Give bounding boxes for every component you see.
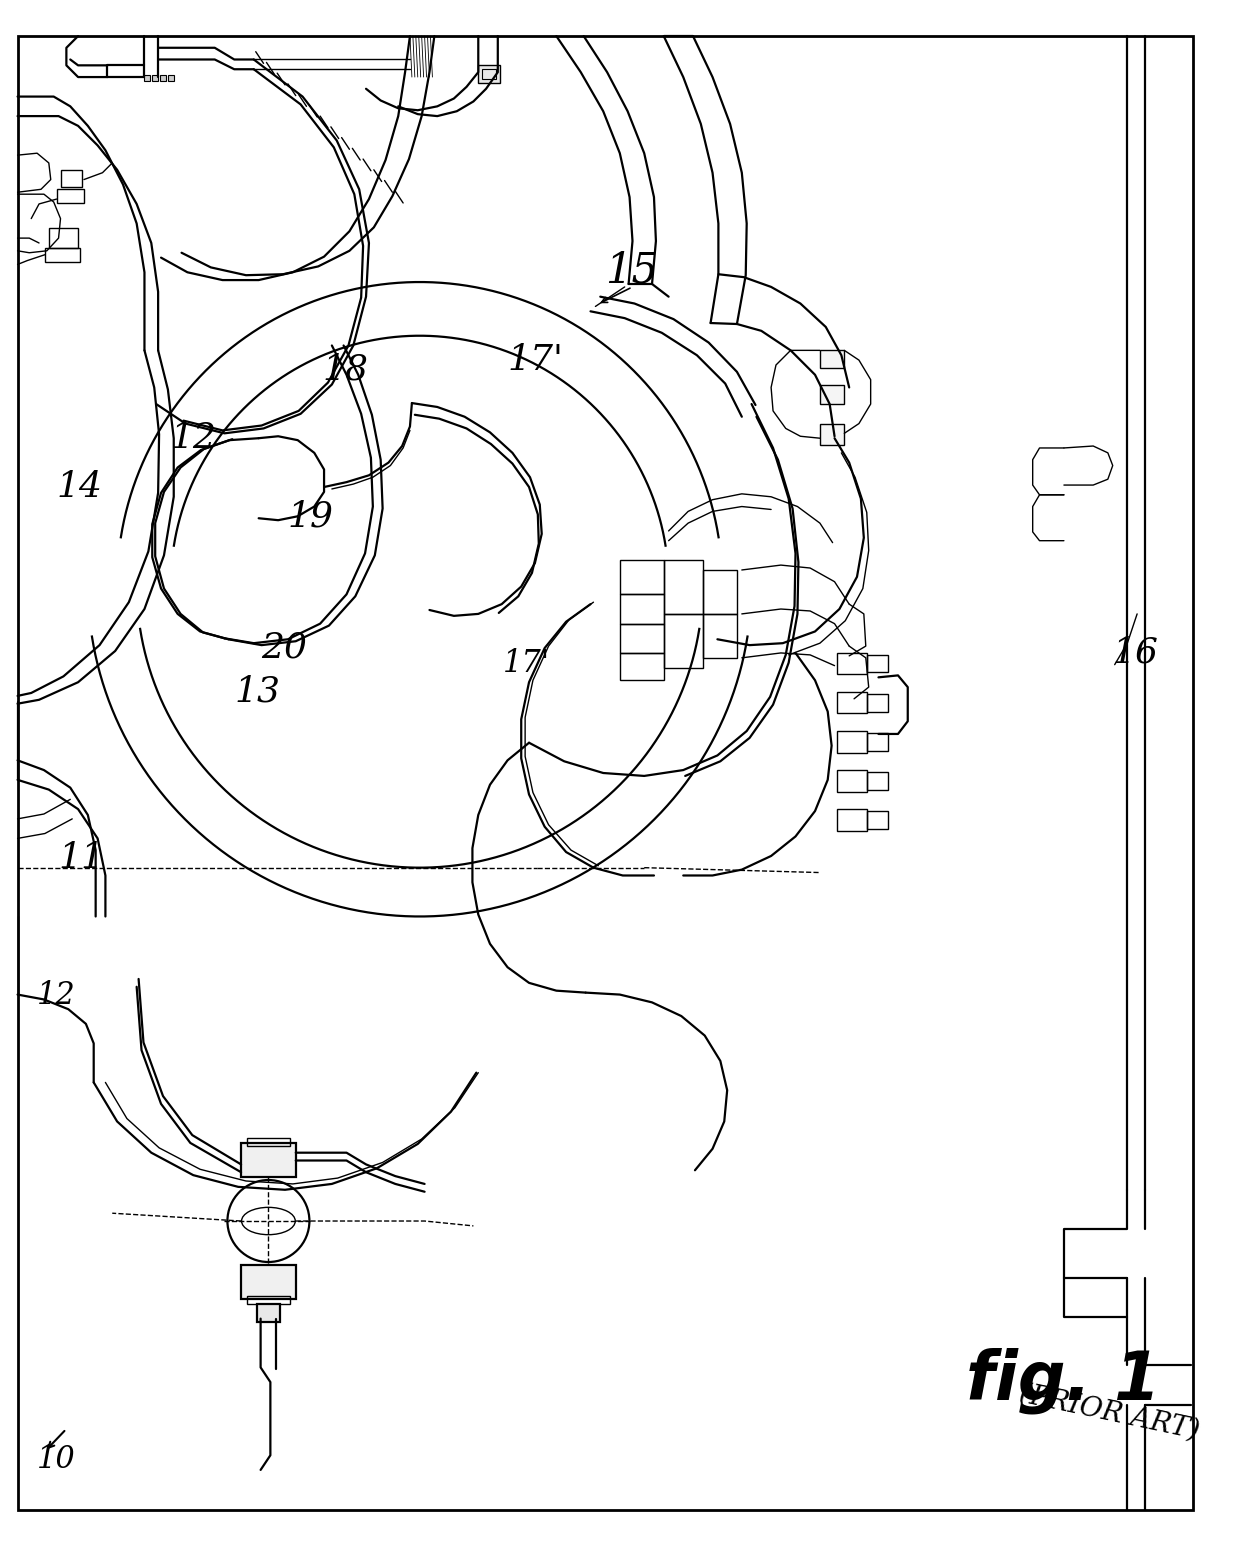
Text: 12: 12: [37, 980, 76, 1011]
Bar: [867, 694, 888, 711]
Text: 11: 11: [58, 841, 104, 875]
Bar: [247, 1296, 290, 1303]
Bar: [153, 76, 159, 80]
Bar: [61, 170, 82, 187]
Bar: [820, 351, 844, 368]
Bar: [663, 614, 703, 668]
Bar: [45, 247, 81, 261]
Text: fig. 1: fig. 1: [966, 1348, 1161, 1415]
Bar: [837, 770, 867, 792]
Bar: [482, 70, 496, 79]
Text: 17': 17': [502, 648, 549, 679]
Bar: [663, 560, 703, 614]
Bar: [620, 652, 663, 680]
Text: 15: 15: [605, 249, 658, 291]
Bar: [867, 656, 888, 673]
Bar: [167, 76, 174, 80]
Bar: [820, 385, 844, 404]
Bar: [144, 76, 150, 80]
Bar: [620, 560, 663, 594]
Bar: [837, 809, 867, 830]
Text: 17': 17': [507, 343, 563, 377]
Bar: [867, 733, 888, 750]
Bar: [867, 812, 888, 829]
Text: 18: 18: [322, 352, 368, 386]
Bar: [160, 76, 166, 80]
Bar: [837, 731, 867, 753]
Bar: [57, 189, 84, 203]
Bar: [703, 614, 737, 659]
Bar: [703, 570, 737, 614]
Text: 10: 10: [37, 1444, 76, 1475]
Text: 19: 19: [288, 499, 334, 533]
Bar: [247, 1138, 290, 1146]
Bar: [241, 1265, 296, 1299]
Bar: [837, 652, 867, 674]
Bar: [837, 693, 867, 713]
Bar: [820, 424, 844, 445]
Text: (PRIOR ART): (PRIOR ART): [1017, 1381, 1203, 1444]
Text: 16: 16: [1112, 635, 1158, 669]
Text: 20: 20: [262, 631, 308, 665]
Bar: [241, 1142, 296, 1177]
Bar: [867, 771, 888, 790]
Bar: [479, 65, 500, 83]
Text: 13: 13: [234, 674, 280, 708]
Bar: [620, 594, 663, 623]
Text: 14: 14: [57, 470, 103, 504]
Bar: [620, 623, 663, 652]
Bar: [48, 229, 78, 247]
Bar: [257, 1303, 280, 1322]
Text: 12: 12: [171, 421, 217, 455]
